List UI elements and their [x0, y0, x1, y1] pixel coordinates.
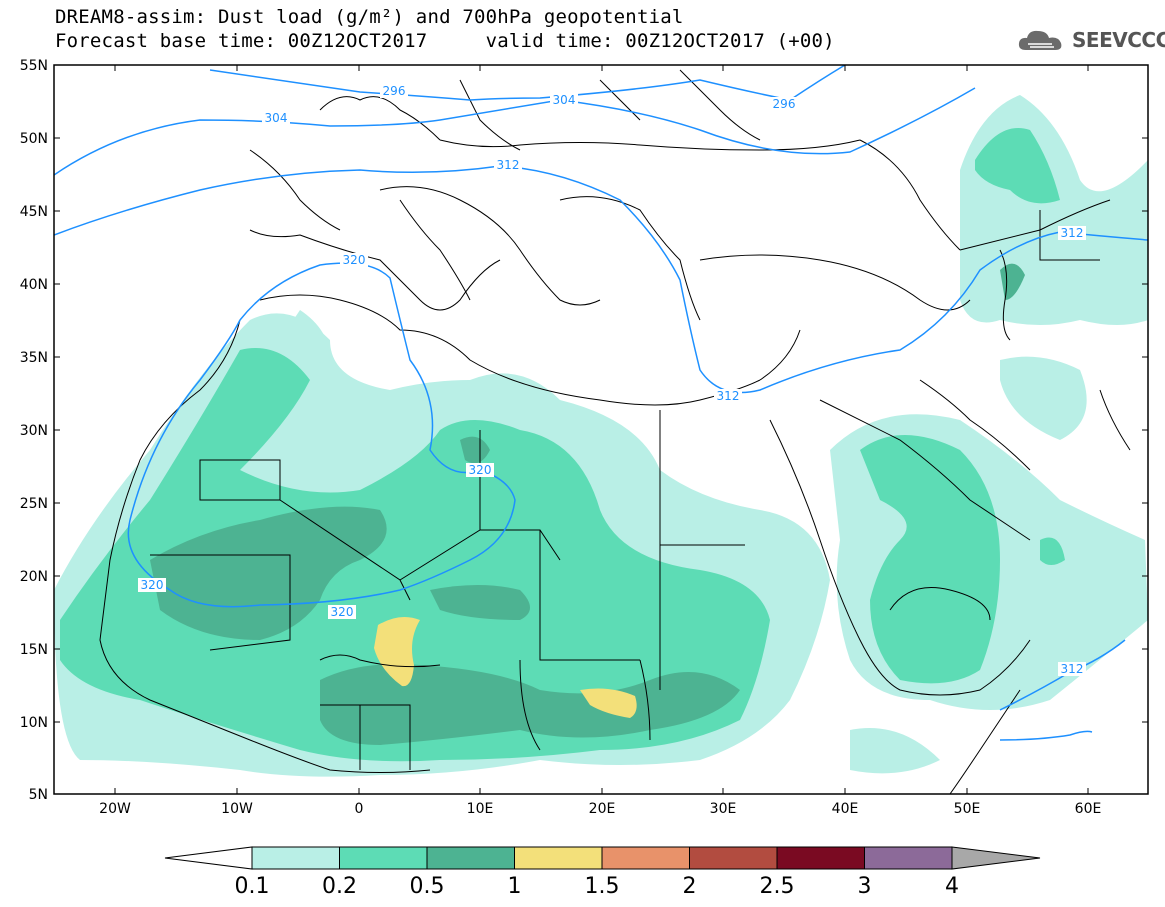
lon-label: 60E	[1075, 801, 1102, 817]
colorbar-label: 0.1	[235, 874, 270, 899]
dust-level-3	[150, 263, 1025, 745]
contour-label: 320	[141, 578, 164, 592]
map-subtitle: Forecast base time: 00Z12OCT2017 valid t…	[55, 30, 835, 52]
lon-label: 30E	[710, 801, 737, 817]
logo: SEEVCCC	[1016, 26, 1165, 54]
lat-label: 45N	[20, 204, 48, 220]
contour-label: 320	[343, 253, 366, 267]
lon-label: 0	[355, 801, 364, 817]
colorbar-label: 3	[858, 874, 872, 899]
dust-level-2	[60, 128, 1065, 762]
colorbar-bin	[601, 846, 690, 870]
contour-label: 296	[773, 97, 796, 111]
lat-label: 15N	[20, 642, 48, 658]
logo-text: SEEVCCC	[1072, 28, 1165, 52]
colorbar-bin	[689, 846, 778, 870]
map-title: DREAM8-assim: Dust load (g/m²) and 700hP…	[55, 6, 684, 28]
colorbar-lower-arrow	[164, 846, 253, 870]
colorbar-bin	[864, 846, 953, 870]
contour-label: 304	[265, 111, 288, 125]
contour-label: 320	[331, 605, 354, 619]
country-borders	[99, 69, 1131, 794]
cloud-icon	[1018, 30, 1062, 50]
colorbar-bin	[514, 846, 603, 870]
lat-label: 35N	[20, 350, 48, 366]
lat-label: 25N	[20, 496, 48, 512]
lat-label: 20N	[20, 569, 48, 585]
contour-label: 312	[1061, 662, 1084, 676]
lon-label: 20E	[589, 801, 616, 817]
colorbar-label: 1	[508, 874, 522, 899]
lat-label: 50N	[20, 131, 48, 147]
lat-label: 55N	[20, 58, 48, 74]
contour-label: 312	[1061, 226, 1084, 240]
colorbar-label: 2	[683, 874, 697, 899]
dust-level-4	[374, 616, 637, 718]
colorbar: 0.1 0.2 0.5 1 1.5 2 2.5 3 4	[164, 846, 1041, 899]
contour-label: 304	[553, 93, 576, 107]
map-area	[54, 65, 1148, 794]
colorbar-bin	[776, 846, 865, 870]
colorbar-bin	[251, 846, 340, 870]
lat-label: 10N	[20, 715, 48, 731]
contour-label: 320	[469, 463, 492, 477]
geopotential-contours	[54, 65, 1148, 741]
lon-label: 10E	[467, 801, 494, 817]
lon-axis: 20W 10W 0 10E 20E 30E 40E 50E 60E	[99, 65, 1101, 817]
contour-labels: 296 304 296 304 312 320 312 320 320 320 …	[138, 84, 1086, 676]
lon-label: 50E	[954, 801, 981, 817]
colorbar-label: 2.5	[760, 874, 795, 899]
lat-label: 40N	[20, 277, 48, 293]
lat-label: 30N	[20, 423, 48, 439]
contour-label: 312	[717, 389, 740, 403]
lon-label: 20W	[99, 801, 131, 817]
colorbar-label: 0.2	[322, 874, 357, 899]
colorbar-bin	[339, 846, 428, 870]
contour-label: 296	[383, 84, 406, 98]
contour-label: 312	[497, 158, 520, 172]
lat-axis: 55N 50N 45N 40N 35N 30N 25N 20N 15N 10N …	[20, 58, 1148, 803]
lat-label: 5N	[29, 787, 48, 803]
lon-label: 10W	[221, 801, 253, 817]
colorbar-label: 0.5	[410, 874, 445, 899]
colorbar-label: 4	[945, 874, 959, 899]
lon-label: 40E	[832, 801, 859, 817]
colorbar-bin	[426, 846, 515, 870]
colorbar-upper-arrow	[951, 846, 1041, 870]
colorbar-label: 1.5	[585, 874, 620, 899]
